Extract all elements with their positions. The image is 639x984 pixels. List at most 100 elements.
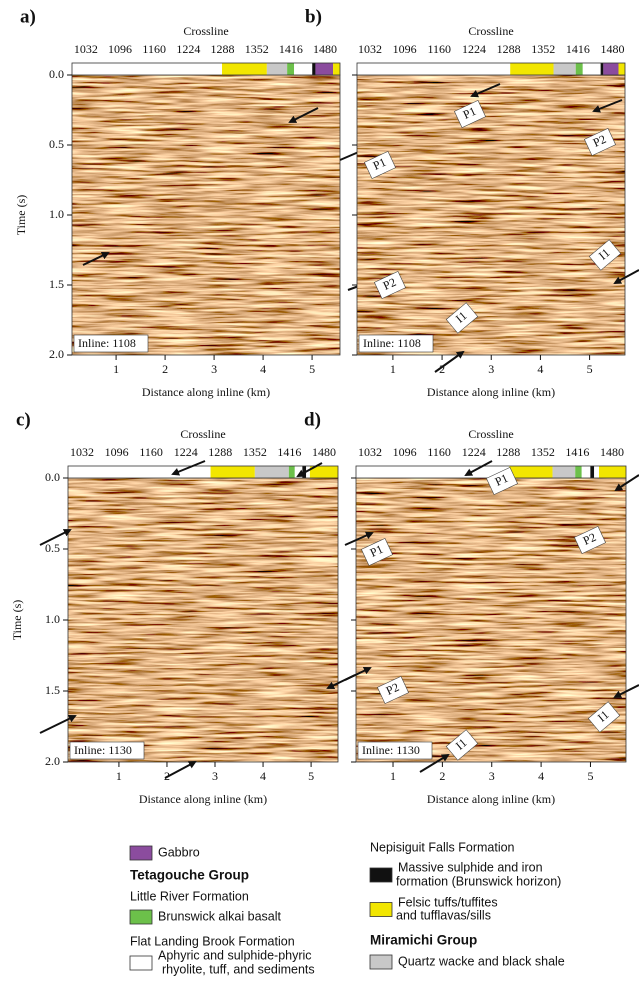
annotation: P1 [361, 537, 393, 567]
geology-segment [618, 63, 625, 75]
inset-box [69, 741, 145, 760]
y-tick-label: 2.0 [49, 347, 64, 361]
x-axis-title: Distance along inline (km) [427, 385, 555, 399]
geology-segment [72, 63, 223, 75]
x-tick-label: 3 [488, 362, 494, 376]
arrow [171, 460, 206, 476]
x2-tick-label: 1160 [139, 445, 163, 459]
annotation-label: P1 [461, 104, 478, 122]
legend-label: Massive sulphide and iron [398, 860, 543, 874]
x2-tick-label: 1224 [462, 42, 486, 56]
annotation: P2 [377, 675, 409, 705]
legend-label: Aphyric and sulphide-phyric [158, 948, 312, 962]
x2-tick-label: 1096 [108, 42, 132, 56]
y-tick-label: 0.5 [45, 541, 60, 555]
x-tick-label: 4 [260, 362, 266, 376]
arrow [344, 531, 374, 546]
annotation-label: P2 [381, 275, 398, 293]
annotation-box [584, 127, 616, 157]
legend-label: Little River Formation [130, 889, 249, 903]
x2-tick-label: 1288 [496, 445, 520, 459]
x-tick-label: 1 [390, 362, 396, 376]
x-tick-label: 3 [212, 769, 218, 783]
y-tick-label: 0.0 [49, 67, 64, 81]
annotation-box [445, 302, 479, 334]
arrow [344, 666, 372, 681]
x2-tick-label: 1032 [358, 445, 382, 459]
annotation: I1 [587, 701, 621, 733]
x-tick-label: 5 [587, 362, 593, 376]
x2-tick-label: 1032 [74, 42, 98, 56]
x2-tick-label: 1096 [393, 445, 417, 459]
x-tick-label: 1 [113, 362, 119, 376]
x2-tick-label: 1416 [279, 42, 303, 56]
y-tick-label: 1.0 [45, 612, 60, 626]
annotation-box [364, 150, 396, 180]
geology-segment [510, 63, 554, 75]
geology-segment [590, 466, 595, 478]
panel-label: d) [304, 409, 321, 430]
legend-label: Quartz wacke and black shale [398, 954, 565, 968]
x-tick-label: 2 [439, 362, 445, 376]
panel-label: c) [16, 409, 31, 430]
x2-axis-title: Crossline [180, 427, 225, 441]
legend-label: Miramichi Group [370, 933, 477, 948]
x2-tick-label: 1480 [313, 42, 337, 56]
legend-swatch [129, 955, 153, 971]
arrow [470, 83, 501, 98]
x2-tick-label: 1224 [174, 445, 198, 459]
x-axis-title: Distance along inline (km) [142, 385, 270, 399]
geology-segment [294, 63, 313, 75]
legend-label: Brunswick alkai basalt [158, 909, 281, 923]
geology-segment [603, 63, 619, 75]
annotation: I1 [445, 729, 479, 761]
annotation-box [445, 729, 479, 761]
geology-segment [333, 63, 340, 75]
arrow [39, 715, 77, 734]
x2-tick-label: 1160 [428, 42, 452, 56]
x2-tick-label: 1096 [393, 42, 417, 56]
x2-tick-label: 1416 [277, 445, 301, 459]
y-tick-label: 0.5 [49, 137, 64, 151]
x2-tick-label: 1416 [566, 42, 590, 56]
legend-label: Gabbro [158, 845, 200, 859]
panel-label: a) [20, 6, 36, 27]
x2-tick-label: 1480 [600, 445, 624, 459]
legend-label: Tetagouche Group [130, 868, 249, 883]
x2-tick-label: 1032 [70, 445, 94, 459]
geology-segment [312, 63, 316, 75]
geology-segment [210, 466, 255, 478]
annotation-box [587, 701, 621, 733]
annotation-box [574, 525, 606, 555]
arrow [613, 684, 639, 698]
annotation-label: P1 [371, 155, 388, 173]
geology-segment [287, 63, 295, 75]
geology-segment [599, 466, 626, 478]
annotation-box [486, 466, 518, 496]
arrow [613, 269, 639, 284]
inset-box [358, 334, 434, 353]
legend-label: Flat Landing Brook Formation [130, 934, 295, 948]
legend-swatch [129, 909, 153, 925]
legend-swatch [369, 902, 393, 917]
annotation-box [454, 99, 486, 129]
arrow [164, 761, 197, 779]
x2-tick-label: 1480 [601, 42, 625, 56]
legend-label: Nepisiguit Falls Formation [370, 840, 515, 854]
legend-swatch [129, 845, 153, 861]
x-tick-label: 4 [538, 769, 544, 783]
x2-tick-label: 1416 [565, 445, 589, 459]
annotation: I1 [588, 239, 622, 271]
arrow [464, 460, 493, 476]
annotation-label: P1 [368, 542, 385, 560]
x2-tick-label: 1352 [531, 445, 555, 459]
annotation-label: P2 [581, 530, 598, 548]
x2-tick-label: 1352 [531, 42, 555, 56]
arrow [592, 99, 623, 113]
legend-swatch [369, 954, 393, 970]
arrow [39, 529, 72, 546]
x2-tick-label: 1288 [211, 42, 235, 56]
y-tick-label: 2.0 [45, 754, 60, 768]
x-tick-label: 5 [308, 769, 314, 783]
geology-segment [594, 466, 599, 478]
